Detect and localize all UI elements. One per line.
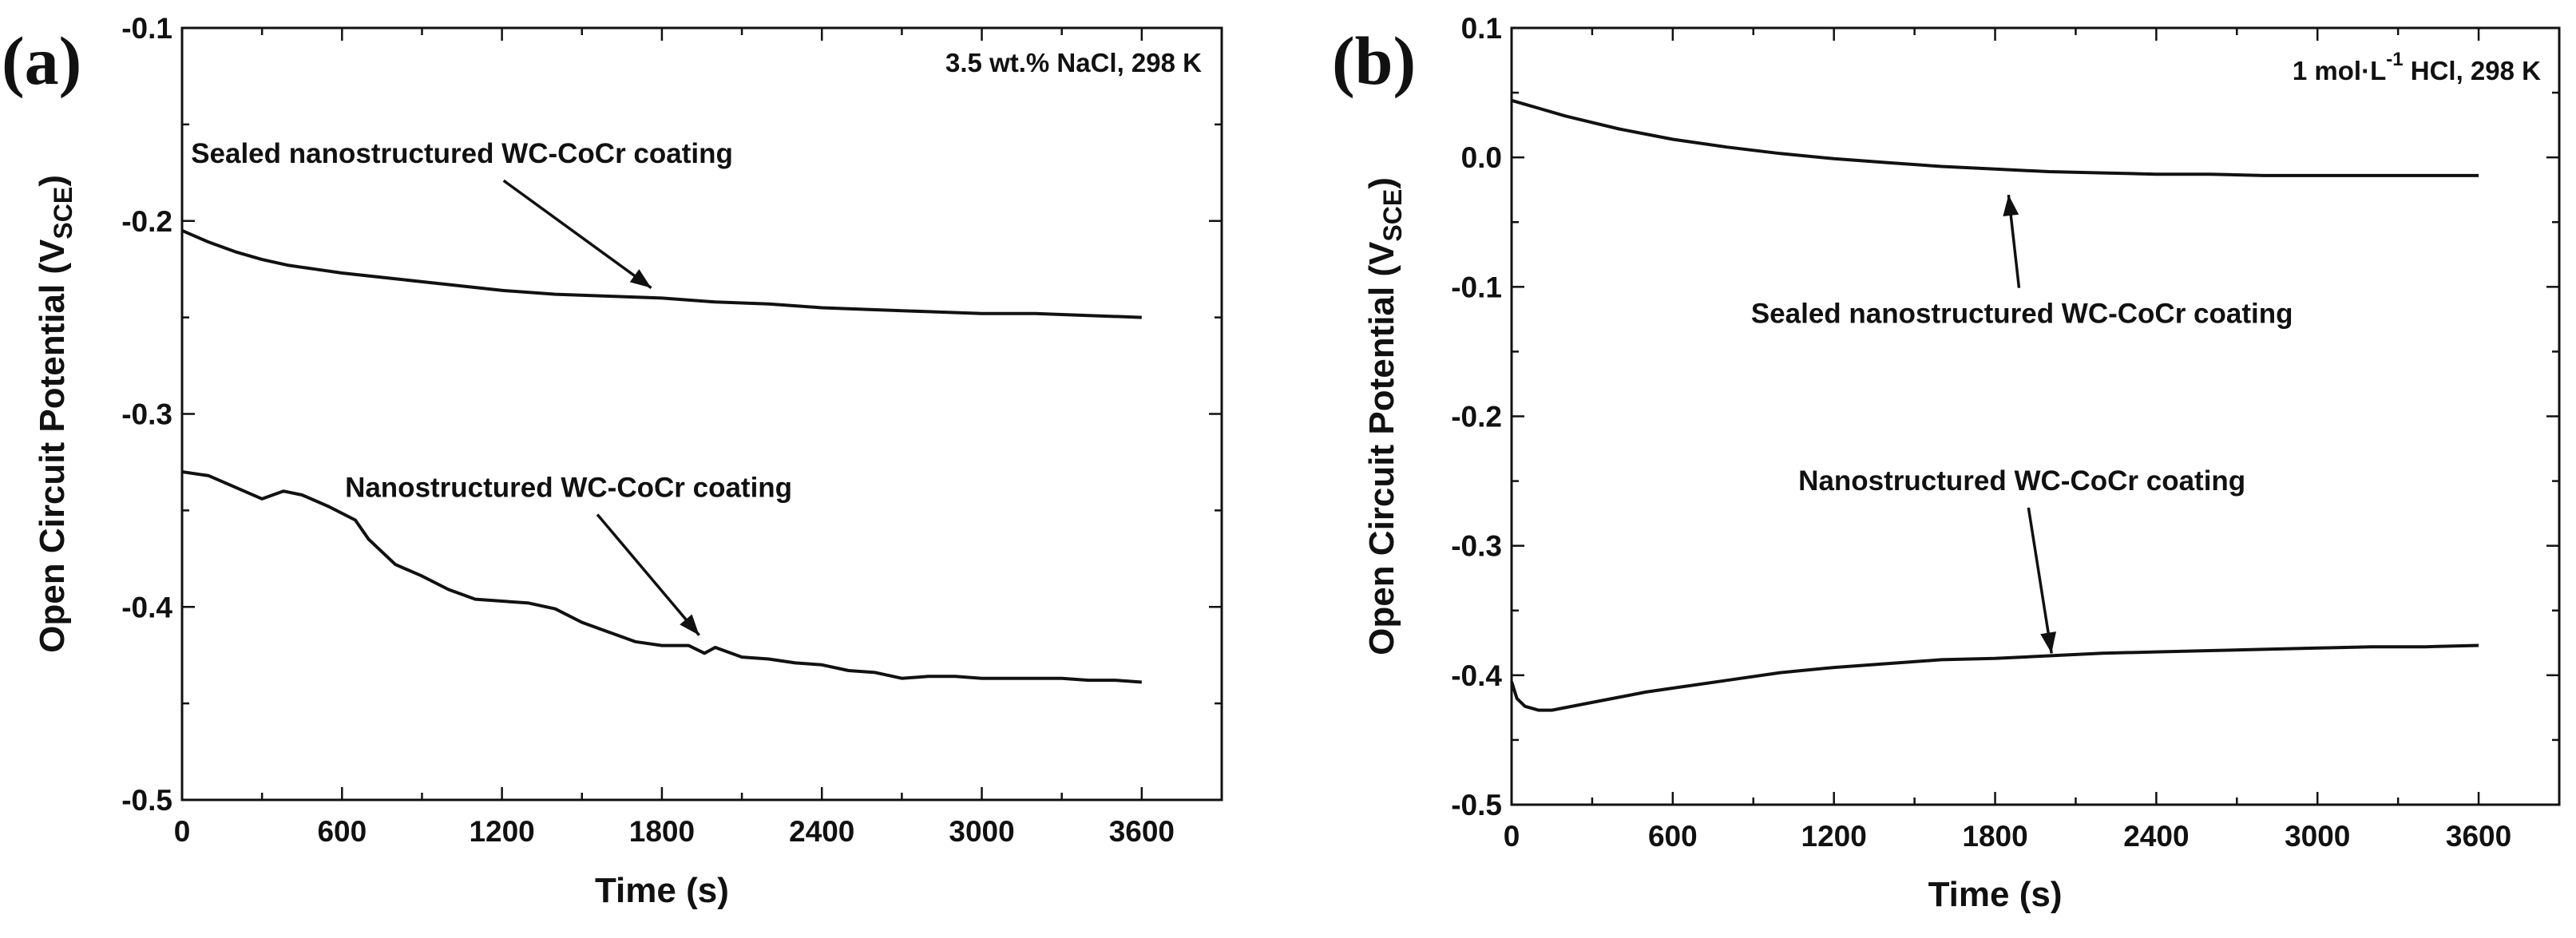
arrow-head xyxy=(2003,195,2019,217)
y-tick-label: -0.2 xyxy=(121,205,172,238)
series-line-nanostructured xyxy=(1510,643,2479,712)
panel-b: (b) -0.5 -0.4 -0.3 -0.2 -0.1 0.0 0.1 0 600 1200 1… xyxy=(1332,12,2561,914)
y-axis-ticks: -0.5 -0.4 -0.3 -0.2 -0.1 xyxy=(121,12,1222,817)
y-tick-label: -0.5 xyxy=(1451,789,1502,821)
condition-label: 1 mol·L-1 HCl, 298 K xyxy=(2293,49,2541,85)
y-tick-label: -0.2 xyxy=(1451,401,1502,433)
y-tick-label: -0.4 xyxy=(1451,659,1502,692)
x-tick-label: 3600 xyxy=(1109,815,1175,848)
arrow-head xyxy=(680,614,699,635)
condition-label: 3.5 wt.% NaCl, 298 K xyxy=(945,48,1202,77)
x-tick-label: 0 xyxy=(174,815,191,848)
annotation-arrows xyxy=(2003,194,2056,654)
x-tick-label: 3000 xyxy=(949,815,1014,848)
arrow-head xyxy=(2040,631,2056,654)
annotation-arrow xyxy=(596,513,700,636)
x-tick-label: 2400 xyxy=(2123,820,2189,853)
series-group xyxy=(1510,98,2479,712)
y-tick-label: -0.5 xyxy=(121,784,172,817)
x-tick-label: 1200 xyxy=(1801,820,1867,853)
panel-label: (b) xyxy=(1332,22,1416,99)
annotation-nanostructured: Nanostructured WC-CoCr coating xyxy=(345,472,792,503)
panel-a: (a) -0.5 -0.4 -0.3 -0.2 -0.1 0 600 1200 1800 240… xyxy=(2,12,1223,910)
x-tick-label: 600 xyxy=(1648,820,1698,853)
y-axis-title: Open Circuit Potential (VSCE) xyxy=(1362,177,1407,655)
x-axis-title: Time (s) xyxy=(595,871,729,910)
y-tick-label: -0.3 xyxy=(1451,530,1502,563)
arrow-head xyxy=(629,269,652,288)
annotation-sealed: Sealed nanostructured WC-CoCr coating xyxy=(191,138,733,169)
y-tick-label: -0.4 xyxy=(121,591,172,623)
annotation-arrows xyxy=(502,179,700,636)
panel-label: (a) xyxy=(2,22,81,99)
x-tick-label: 1800 xyxy=(629,815,695,848)
x-axis-ticks: 0 600 1200 1800 2400 3000 3600 xyxy=(1504,28,2511,853)
x-tick-label: 1200 xyxy=(469,815,534,848)
x-tick-label: 600 xyxy=(317,815,367,848)
y-axis-title: Open Circuit Potential (VSCE) xyxy=(33,175,77,653)
x-tick-label: 0 xyxy=(1504,820,1520,853)
series-line-sealed xyxy=(1511,98,2479,177)
x-tick-label: 3600 xyxy=(2446,820,2511,853)
plot-frame xyxy=(1510,26,2561,806)
x-tick-label: 1800 xyxy=(1962,820,2027,853)
y-tick-label: 0.0 xyxy=(1461,141,1502,174)
x-axis-title: Time (s) xyxy=(1928,875,2063,914)
y-tick-label: -0.1 xyxy=(121,12,172,45)
y-tick-label: -0.1 xyxy=(1451,271,1502,303)
plot-frame xyxy=(180,26,1223,801)
x-axis-ticks: 0 600 1200 1800 2400 3000 3600 xyxy=(174,28,1175,848)
annotation-arrow xyxy=(502,179,652,290)
series-line-nanostructured xyxy=(181,470,1142,684)
y-tick-label: -0.3 xyxy=(121,398,172,431)
y-tick-label: 0.1 xyxy=(1461,12,1502,45)
x-tick-label: 2400 xyxy=(789,815,854,848)
x-tick-label: 3000 xyxy=(2285,820,2350,853)
series-group xyxy=(181,228,1142,684)
annotation-nanostructured: Nanostructured WC-CoCr coating xyxy=(1798,465,2245,497)
annotation-sealed: Sealed nanostructured WC-CoCr coating xyxy=(1751,299,2293,330)
series-line-sealed xyxy=(181,228,1142,319)
y-axis-ticks: -0.5 -0.4 -0.3 -0.2 -0.1 0.0 0.1 xyxy=(1451,12,2559,821)
annotation-arrow xyxy=(2027,507,2053,654)
